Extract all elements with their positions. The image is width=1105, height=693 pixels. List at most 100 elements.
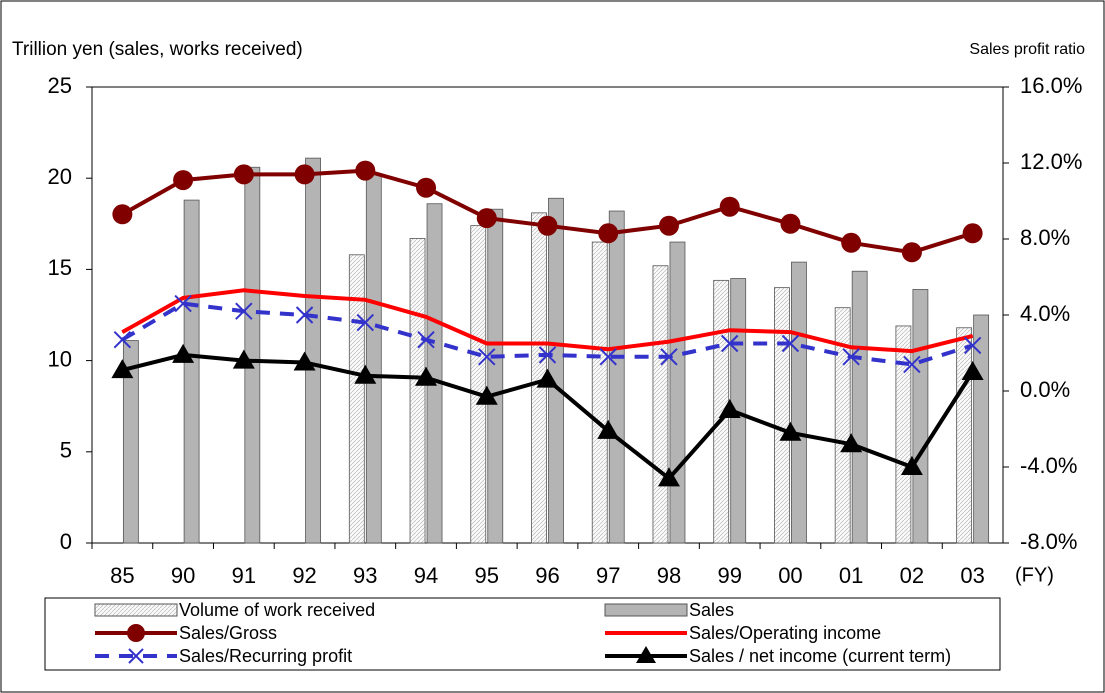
marker	[972, 335, 974, 337]
y-tick-label: 10	[48, 346, 72, 371]
y2-tick-label: 16.0%	[1020, 73, 1082, 98]
marker	[174, 294, 192, 313]
x-tick-label: 98	[657, 563, 681, 588]
y2-tick-label: 8.0%	[1020, 225, 1070, 250]
x-tick-label: 96	[535, 563, 559, 588]
x-tick-label: 92	[292, 563, 316, 588]
marker	[232, 349, 255, 369]
legend-label: Sales/Recurring profit	[179, 646, 352, 666]
marker	[121, 331, 123, 333]
bar	[122, 340, 139, 544]
x-tick-label: 01	[839, 563, 863, 588]
marker	[478, 348, 496, 366]
marker	[720, 334, 739, 353]
legend-marker	[128, 648, 144, 664]
marker	[111, 359, 134, 379]
marker	[417, 330, 435, 349]
marker	[779, 421, 802, 441]
legend-label: Volume of work received	[179, 600, 375, 620]
marker	[486, 343, 488, 344]
marker	[364, 299, 366, 301]
marker	[841, 232, 862, 253]
x-tick-label: 93	[353, 563, 377, 588]
x-tick-label: 99	[717, 563, 741, 588]
marker	[668, 341, 670, 343]
bar	[652, 265, 669, 544]
legend-label: Sales	[689, 600, 734, 620]
x-tick-label: 85	[110, 563, 134, 588]
marker	[900, 456, 923, 475]
marker	[538, 346, 557, 364]
legend-label: Sales / net income (current term)	[689, 646, 951, 666]
marker	[911, 350, 913, 352]
marker	[598, 223, 619, 244]
bar	[791, 261, 807, 544]
x-tick-label: 91	[232, 563, 256, 588]
bar	[669, 241, 686, 544]
marker	[476, 208, 497, 229]
marker	[657, 467, 680, 487]
marker	[850, 346, 852, 348]
marker	[963, 336, 982, 355]
marker	[233, 164, 254, 185]
legend-marker	[636, 646, 656, 663]
marker	[780, 213, 801, 234]
marker	[235, 302, 253, 320]
marker	[173, 170, 194, 191]
marker	[355, 160, 376, 181]
x-axis-unit: (FY)	[1015, 564, 1054, 586]
y-tick-label: 5	[60, 438, 72, 463]
plot-area	[91, 86, 1004, 544]
y-axis-label: Trillion yen (sales, works received)	[12, 39, 303, 60]
marker	[172, 343, 195, 363]
marker	[415, 366, 438, 386]
marker	[294, 164, 315, 185]
marker	[425, 316, 427, 318]
marker	[295, 306, 314, 324]
marker	[719, 196, 740, 217]
marker	[789, 331, 791, 333]
marker	[781, 334, 800, 353]
y-tick-label: 25	[48, 73, 72, 98]
bar	[305, 157, 321, 544]
bar	[183, 199, 200, 544]
bar	[365, 174, 382, 544]
x-tick-label: 02	[900, 563, 924, 588]
marker	[113, 330, 132, 349]
bar	[487, 208, 504, 544]
marker	[903, 355, 921, 374]
marker	[112, 204, 133, 225]
x-tick-label: 94	[414, 563, 438, 588]
marker	[718, 399, 741, 418]
x-tick-label: 95	[475, 563, 499, 588]
marker	[660, 348, 678, 366]
bar	[608, 210, 625, 544]
x-tick-label: 03	[960, 563, 984, 588]
marker	[416, 177, 437, 198]
marker	[354, 364, 377, 384]
bar	[834, 307, 851, 544]
legend-label: Sales/Gross	[179, 623, 277, 643]
bar	[895, 325, 912, 544]
bar	[591, 241, 608, 544]
marker	[547, 343, 548, 344]
legend-label: Sales/Operating income	[689, 623, 881, 643]
y-tick-label: 15	[48, 255, 72, 280]
marker	[840, 433, 863, 453]
marker	[597, 419, 620, 439]
x-tick-label: 00	[778, 563, 802, 588]
x-tick-label: 97	[596, 563, 620, 588]
bar	[548, 197, 564, 544]
marker	[182, 297, 184, 299]
marker	[962, 223, 983, 244]
legend	[44, 597, 1001, 671]
marker	[356, 313, 375, 332]
marker	[599, 348, 617, 366]
marker	[961, 361, 984, 380]
marker	[243, 289, 245, 291]
bar	[409, 237, 426, 544]
bar	[244, 166, 261, 544]
marker	[607, 348, 609, 350]
legend-swatch	[604, 603, 688, 617]
